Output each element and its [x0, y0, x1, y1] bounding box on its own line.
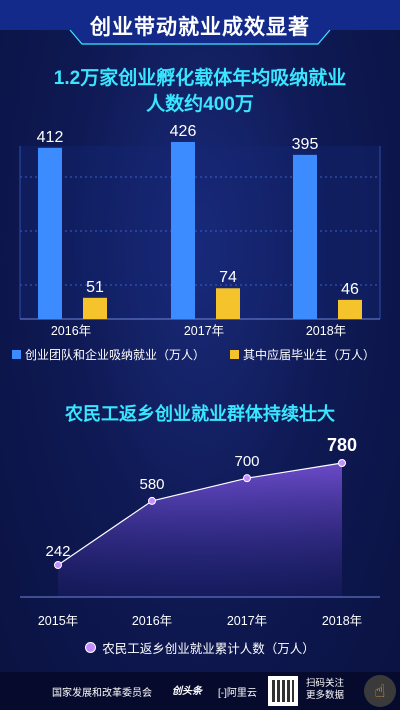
header-frame [0, 0, 400, 45]
x-tick-label: 2018年 [306, 324, 346, 338]
data-point [243, 474, 251, 483]
bar-graduates [216, 288, 240, 319]
footer-scan-text: 扫码关注 更多数据 [306, 678, 344, 702]
data-point [54, 561, 62, 569]
legend-dot [85, 642, 97, 653]
footer: 国家发展和改革委员会 创头条 [-]阿里云 扫码关注 更多数据 [0, 672, 400, 710]
data-label: 426 [170, 123, 197, 140]
footer-logo-chuangtoutiao: 创头条 [172, 686, 202, 697]
page-title: 创业带动就业成效显著 [90, 16, 310, 39]
data-label: 700 [234, 453, 259, 470]
bar-chart-title-line1: 1.2万家创业孵化载体年均吸纳就业 [53, 68, 347, 89]
footer-org: 国家发展和改革委员会 [52, 688, 152, 699]
data-label: 242 [45, 543, 70, 560]
legend-swatch-total [12, 350, 21, 359]
legend-label-total: 创业团队和企业吸纳就业（万人） [25, 348, 206, 362]
bar-total [38, 147, 62, 319]
bar-chart-title-line2: 人数约400万 [146, 94, 254, 115]
legend-label-graduates: 其中应届毕业生（万人） [243, 348, 376, 362]
area-chart-title: 农民工返乡创业就业群体持续壮大 [65, 404, 335, 424]
legend-item-total: 创业团队和企业吸纳就业（万人） [12, 346, 205, 363]
x-tick-label: 2016年 [51, 324, 91, 338]
legend-label-returnees: 农民工返乡创业就业累计人数（万人） [102, 642, 315, 656]
x-tick-label: 2018年 [322, 614, 362, 628]
data-label: 580 [139, 476, 164, 493]
data-label: 412 [37, 129, 64, 146]
legend-item-graduates: 其中应届毕业生（万人） [230, 346, 375, 363]
data-point [148, 496, 156, 505]
scan-line2: 更多数据 [306, 690, 345, 701]
header-banner: 创业带动就业成效显著 [0, 0, 400, 50]
series-line [57, 462, 343, 566]
bar-graduates [338, 299, 362, 319]
legend-swatch-graduates [230, 350, 239, 359]
qr-code[interactable] [268, 676, 298, 706]
hand-icon[interactable]: ☝ [364, 675, 396, 707]
bar-chart-title: 1.2万家创业孵化载体年均吸纳就业 人数约400万 [20, 66, 380, 118]
data-point [338, 459, 346, 467]
area-legend: 农民工返乡创业就业累计人数（万人） [0, 638, 400, 657]
x-tick-label: 2017年 [184, 324, 224, 338]
scan-line1: 扫码关注 [306, 678, 345, 689]
x-tick-label: 2015年 [38, 614, 78, 628]
bar-total [293, 154, 317, 319]
x-tick-label: 2016年 [132, 614, 172, 628]
data-label: 46 [341, 281, 359, 298]
x-tick-label: 2017年 [227, 614, 267, 628]
bar-graduates [83, 297, 107, 319]
data-label: 780 [327, 435, 357, 455]
footer-logo-aliyun: [-]阿里云 [218, 688, 257, 699]
data-label: 74 [219, 269, 237, 286]
bar-chart: 412 51 2016年 426 74 2017年 395 46 2018年 [19, 123, 381, 338]
plot-area [20, 146, 380, 319]
area-fill [58, 463, 342, 597]
bar-total [171, 141, 195, 319]
data-label: 51 [86, 279, 104, 296]
data-label: 395 [292, 136, 319, 153]
